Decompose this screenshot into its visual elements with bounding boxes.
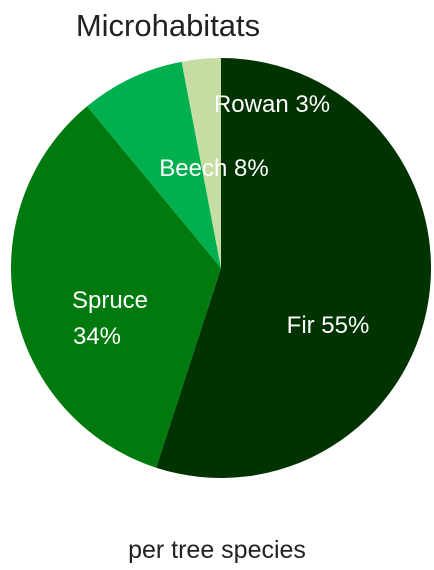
chart-caption: per tree species <box>128 536 306 564</box>
chart-title: Microhabitats <box>75 8 261 43</box>
pie-slice-beech <box>87 61 221 268</box>
slice-label-beech: Beech 8% <box>159 155 268 182</box>
slice-label-spruce: Spruce 34% <box>72 287 148 350</box>
pie-slice-fir <box>156 58 432 478</box>
pie-slice-spruce <box>10 106 222 468</box>
slice-label-rowan: Rowan 3% <box>214 91 330 118</box>
pie-slice-rowan <box>181 58 221 268</box>
slice-label-fir: Fir 55% <box>287 312 370 339</box>
